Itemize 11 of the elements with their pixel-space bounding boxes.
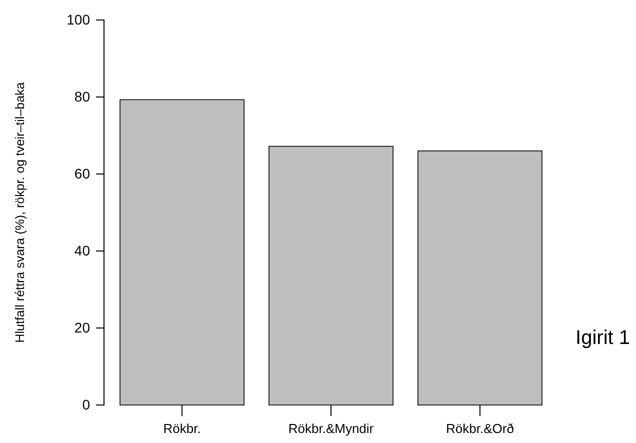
y-tick-label: 20 xyxy=(74,319,90,336)
y-axis-title: Hlutfall réttra svara (%), rökpr. og tveir–til–baka xyxy=(13,82,27,343)
y-tick-label: 100 xyxy=(66,11,90,28)
x-tick-label: Rökbr.&Orð xyxy=(446,421,514,436)
y-tick-label: 80 xyxy=(74,88,90,104)
y-tick-label: 0 xyxy=(82,396,90,412)
x-tick-label: Rökbr. xyxy=(163,421,201,436)
y-tick-label: 60 xyxy=(74,165,90,182)
text: Igirit 1 xyxy=(576,327,630,349)
y-tick-label: 40 xyxy=(74,242,90,258)
x-tick-label: Rökbr.&Myndir xyxy=(288,421,374,436)
